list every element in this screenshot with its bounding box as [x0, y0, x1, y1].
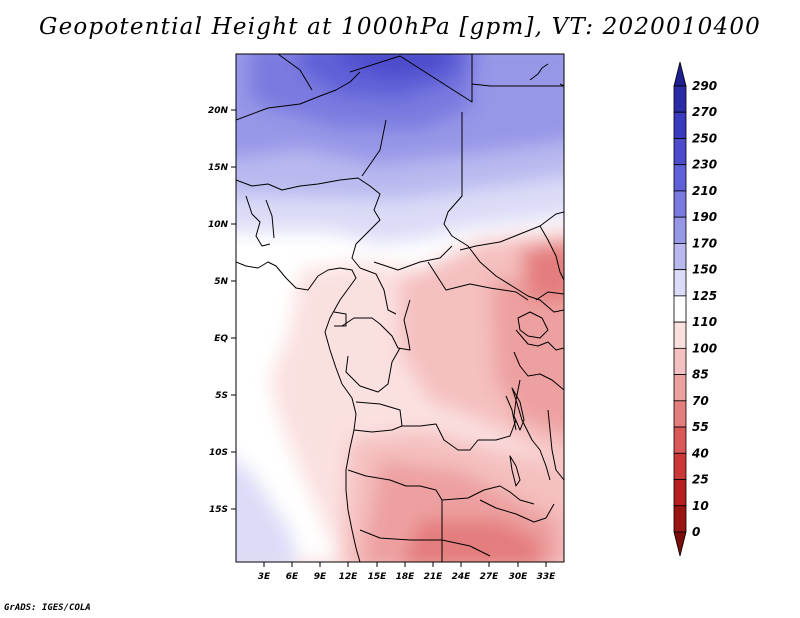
- lat-tick-marks: [231, 109, 236, 510]
- colorbar-label: 230: [692, 158, 717, 172]
- southern-africa-border-1: [479, 499, 555, 523]
- colorbar-label: 10: [692, 499, 709, 513]
- central-africa-border-1: [373, 245, 453, 271]
- lat-label-10s: 10S: [209, 448, 228, 458]
- lon-label-30e: 30E: [509, 572, 529, 582]
- north-africa-border-2: [539, 225, 564, 281]
- sahara-border-3: [277, 54, 313, 91]
- southern-africa-border-2: [359, 529, 491, 557]
- namibia-border-2: [483, 485, 535, 505]
- colorbar-box: [673, 216, 687, 244]
- colorbar-label: 210: [692, 184, 717, 198]
- colorbar-box: [673, 479, 687, 507]
- colorbar-box: [673, 452, 687, 480]
- red-sea-coast: [529, 63, 549, 81]
- northeast-coast: [471, 83, 564, 87]
- grads-credit: GrADS: IGES/COLA: [4, 603, 91, 613]
- colorbar-label: 25: [692, 473, 709, 487]
- sahel-border-2: [361, 119, 387, 177]
- central-africa-border-4: [341, 299, 411, 351]
- lon-label-27e: 27E: [480, 572, 500, 582]
- colorbar-label: 110: [692, 315, 717, 329]
- lat-label-15s: 15S: [209, 505, 228, 515]
- colorbar-box: [673, 243, 687, 271]
- east-africa-coastline: [547, 409, 564, 481]
- lat-label-eq: EQ: [214, 334, 228, 344]
- colorbar-label: 40: [691, 446, 709, 460]
- colorbar-box: [673, 138, 687, 166]
- colorbar-box: [673, 426, 687, 454]
- colorbar-box: [673, 85, 687, 113]
- colorbar-label: 190: [692, 210, 717, 224]
- east-africa-border-2: [515, 329, 564, 351]
- lat-label-5s: 5S: [215, 391, 228, 401]
- colorbar-label: 170: [692, 236, 717, 250]
- colorbar-box: [673, 321, 687, 349]
- height-field: [236, 54, 564, 562]
- north-africa-border-1: [459, 211, 564, 251]
- colorbar-label: 100: [692, 341, 717, 355]
- colorbar-box: [673, 111, 687, 139]
- lon-label-12e: 12E: [339, 572, 359, 582]
- colorbar-box: [673, 400, 687, 428]
- lon-label-21e: 21E: [424, 572, 444, 582]
- colorbar-top-arrow: [673, 61, 687, 87]
- colorbar-label: 270: [692, 105, 717, 119]
- lon-tick-marks: [263, 562, 547, 567]
- angola-border-1: [353, 425, 403, 433]
- lon-label-33e: 33E: [537, 572, 557, 582]
- colorbar-label: 55: [692, 420, 709, 434]
- great-lakes-1: [517, 311, 549, 339]
- colorbar-label: 70: [692, 394, 709, 408]
- coastlines-borders: [236, 54, 564, 562]
- colorbar-label: 290: [692, 79, 717, 93]
- colorbar-label: 85: [692, 368, 709, 382]
- lon-label-24e: 24E: [452, 572, 472, 582]
- colorbar-label: 0: [692, 525, 700, 539]
- lat-label-20n: 20N: [208, 106, 229, 116]
- sahel-border-4: [265, 199, 275, 239]
- colorbar-box: [673, 505, 687, 533]
- sahel-border-3: [245, 195, 271, 247]
- central-africa-border-3: [333, 311, 347, 327]
- east-africa-border-5: [535, 291, 564, 301]
- colorbar-bottom-arrow: [673, 531, 687, 557]
- west-africa-coastline: [236, 261, 361, 562]
- angola-border-2: [347, 469, 485, 501]
- colorbar-box: [673, 269, 687, 297]
- lat-label-15n: 15N: [208, 163, 229, 173]
- great-lakes-2: [511, 387, 525, 431]
- east-africa-border-1: [527, 295, 564, 313]
- colorbar-label: 125: [692, 289, 717, 303]
- sahara-border-1: [236, 71, 361, 121]
- colorbar: 2902702502302101901701501251101008570554…: [673, 61, 717, 557]
- colorbar-box: [673, 347, 687, 375]
- colorbar-box: [673, 374, 687, 402]
- central-africa-border-2: [427, 261, 529, 301]
- lon-label-15e: 15E: [368, 572, 388, 582]
- map-frame: [235, 53, 565, 563]
- lon-label-18e: 18E: [396, 572, 416, 582]
- chart-title: Geopotential Height at 1000hPa [gpm], VT…: [39, 14, 761, 40]
- lat-label-5n: 5N: [214, 277, 228, 287]
- sahara-border-2: [349, 54, 473, 103]
- colorbar-box: [673, 164, 687, 192]
- sahel-border-5: [359, 267, 397, 315]
- colorbar-label: 250: [692, 131, 717, 145]
- colorbar-box: [673, 190, 687, 218]
- east-africa-border-6: [505, 395, 517, 431]
- congo-border-2: [355, 401, 517, 451]
- lon-label-6e: 6E: [286, 572, 299, 582]
- lon-label-9e: 9E: [314, 572, 327, 582]
- sahel-border-1: [236, 177, 381, 269]
- east-africa-border-3: [513, 351, 564, 391]
- congo-border-1: [345, 347, 401, 393]
- colorbar-box: [673, 295, 687, 323]
- lat-label-10n: 10N: [208, 220, 229, 230]
- colorbar-label: 150: [692, 263, 717, 277]
- great-lakes-3: [509, 455, 521, 487]
- sahara-border-4: [443, 112, 529, 297]
- lon-label-3e: 3E: [258, 572, 271, 582]
